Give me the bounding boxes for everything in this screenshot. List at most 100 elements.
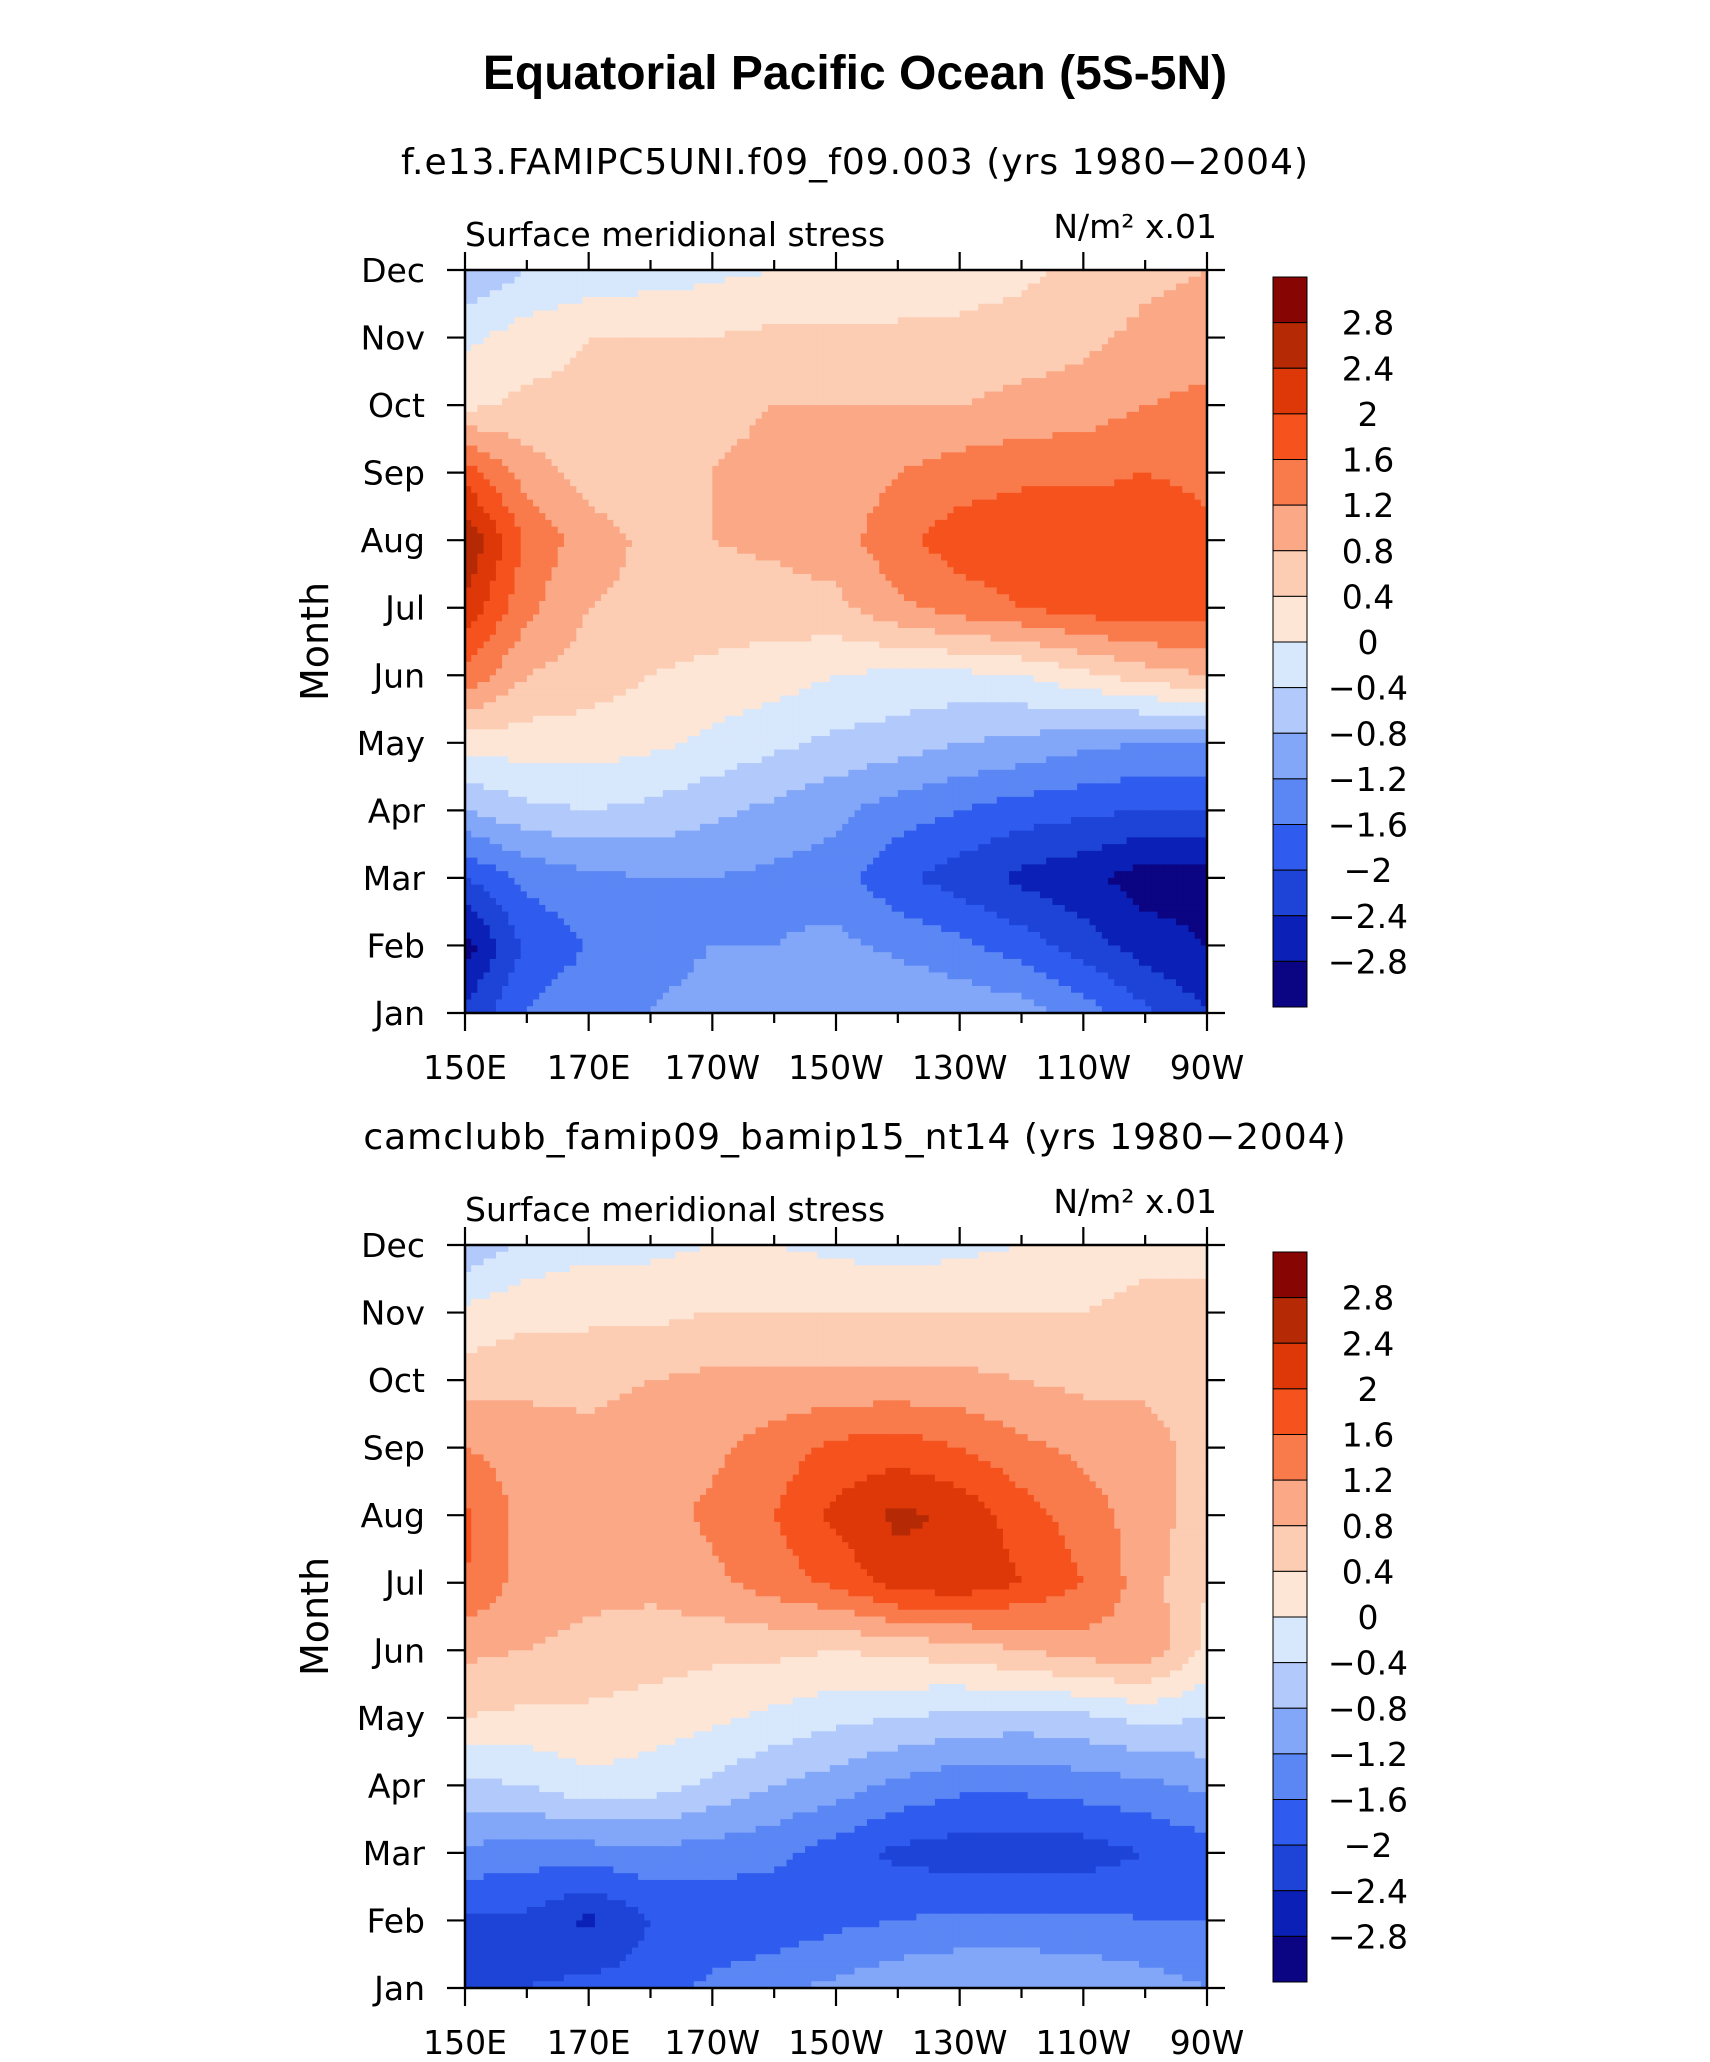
contour-cell xyxy=(545,465,553,474)
contour-cell xyxy=(1114,533,1122,541)
contour-cell xyxy=(854,310,862,318)
contour-cell xyxy=(551,479,559,487)
contour-cell xyxy=(941,506,948,514)
contour-cell xyxy=(638,337,645,345)
contour-cell xyxy=(656,398,664,406)
contour-cell xyxy=(860,310,868,318)
contour-cell xyxy=(1033,303,1041,312)
contour-cell xyxy=(916,513,924,521)
contour-cell xyxy=(836,486,843,494)
contour-cell xyxy=(1002,303,1010,312)
contour-cell xyxy=(1132,492,1140,501)
contour-cell xyxy=(619,492,627,501)
contour-cell xyxy=(638,276,645,285)
contour-cell xyxy=(805,472,812,480)
contour-cell xyxy=(1077,405,1084,413)
contour-cell xyxy=(613,438,621,447)
contour-cell xyxy=(947,459,955,467)
contour-cell xyxy=(805,398,812,406)
contour-cell xyxy=(508,546,516,555)
contour-cell xyxy=(669,337,676,345)
contour-cell xyxy=(724,297,732,305)
contour-cell xyxy=(1002,506,1010,514)
contour-cell xyxy=(1052,465,1060,474)
contour-cell xyxy=(687,330,695,339)
contour-cell xyxy=(879,317,887,325)
contour-cell xyxy=(1126,270,1134,278)
contour-cell xyxy=(675,499,683,507)
contour-cell xyxy=(607,405,614,413)
contour-cell xyxy=(712,472,720,480)
contour-cell xyxy=(761,337,769,345)
contour-cell xyxy=(502,270,509,278)
contour-cell xyxy=(489,303,497,312)
contour-cell xyxy=(644,317,652,325)
contour-cell xyxy=(866,465,874,474)
contour-cell xyxy=(798,445,806,453)
contour-cell xyxy=(972,499,979,507)
contour-cell xyxy=(743,398,751,406)
contour-cell xyxy=(743,533,751,541)
contour-cell xyxy=(934,357,942,366)
contour-cell xyxy=(1151,310,1159,318)
contour-cell xyxy=(1182,486,1190,494)
contour-cell xyxy=(551,344,559,352)
contour-cell xyxy=(1157,317,1165,325)
contour-cell xyxy=(836,337,843,345)
contour-cell xyxy=(706,486,713,494)
contour-cell xyxy=(489,526,497,535)
contour-cell xyxy=(489,405,497,413)
contour-cell xyxy=(805,452,812,460)
contour-cell xyxy=(866,445,874,453)
contour-cell xyxy=(1200,492,1208,501)
contour-cell xyxy=(650,479,658,487)
contour-cell xyxy=(1108,452,1115,460)
contour-cell xyxy=(1114,337,1122,345)
contour-cell xyxy=(508,344,516,352)
contour-cell xyxy=(495,411,503,420)
contour-cell xyxy=(669,391,676,399)
contour-cell xyxy=(1095,364,1103,372)
contour-cell xyxy=(477,526,485,535)
contour-cell xyxy=(805,357,812,366)
contour-cell xyxy=(854,290,862,298)
contour-cell xyxy=(625,283,633,291)
contour-cell xyxy=(1145,276,1152,285)
contour-cell xyxy=(897,519,905,528)
contour-cell xyxy=(471,276,478,285)
contour-cell xyxy=(1015,324,1023,332)
contour-cell xyxy=(798,297,806,305)
contour-cell xyxy=(1058,452,1066,460)
contour-cell xyxy=(934,445,942,453)
contour-cell xyxy=(1188,526,1196,535)
contour-cell xyxy=(631,438,639,447)
contour-cell xyxy=(798,378,806,386)
contour-cell xyxy=(737,438,744,447)
contour-cell xyxy=(842,317,849,325)
contour-cell xyxy=(669,506,676,514)
contour-cell xyxy=(1070,459,1078,467)
contour-cell xyxy=(934,297,942,305)
contour-cell xyxy=(625,344,633,352)
contour-cell xyxy=(817,506,825,514)
contour-cell xyxy=(588,459,596,467)
contour-cell xyxy=(879,303,887,312)
contour-cell xyxy=(1101,364,1109,372)
contour-cell xyxy=(724,391,732,399)
contour-cell xyxy=(477,418,485,426)
contour-cell xyxy=(662,432,670,440)
contour-cell xyxy=(625,486,633,494)
contour-cell xyxy=(712,418,720,426)
contour-cell xyxy=(990,364,998,372)
contour-cell xyxy=(730,499,738,507)
contour-cell xyxy=(1145,472,1152,480)
contour-cell xyxy=(755,459,763,467)
contour-cell xyxy=(1083,540,1091,548)
contour-cell xyxy=(465,486,472,494)
contour-cell xyxy=(904,540,911,548)
contour-cell xyxy=(1157,513,1165,521)
contour-cell xyxy=(1176,411,1183,420)
contour-cell xyxy=(860,499,868,507)
contour-cell xyxy=(514,526,522,535)
contour-cell xyxy=(774,519,781,528)
